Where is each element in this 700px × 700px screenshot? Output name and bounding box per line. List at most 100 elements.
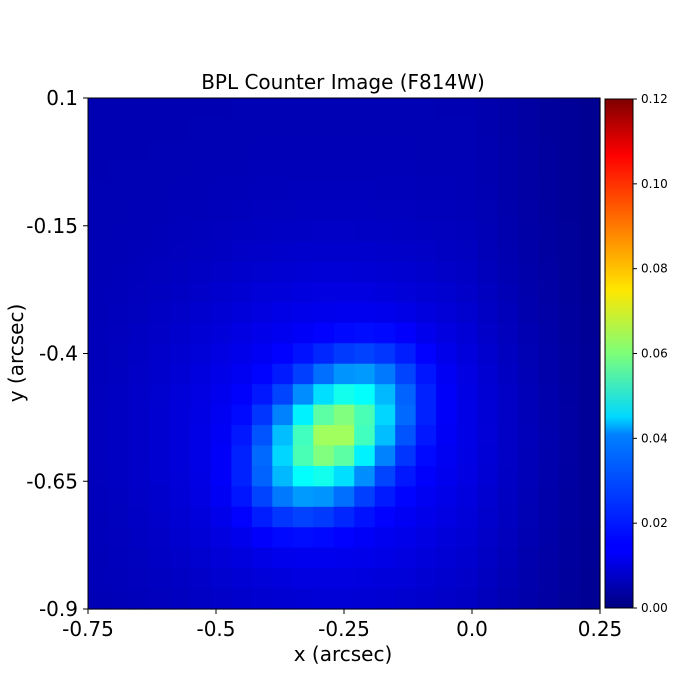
heatmap-cell	[497, 281, 519, 303]
heatmap-cell	[436, 281, 458, 303]
heatmap-cell	[538, 302, 560, 324]
heatmap-cell	[149, 322, 171, 344]
heatmap-cell	[477, 118, 499, 140]
heatmap-cell	[88, 302, 110, 324]
heatmap-cell	[128, 261, 151, 283]
heatmap-cell	[108, 159, 130, 181]
heatmap-cell	[374, 159, 396, 181]
heatmap-cell	[477, 220, 499, 242]
heatmap-cell	[251, 547, 273, 569]
heatmap-cell	[272, 547, 294, 569]
heatmap-cell	[579, 363, 601, 385]
heatmap-cell	[354, 281, 376, 303]
heatmap-cell	[272, 261, 294, 283]
heatmap-cell	[128, 547, 151, 569]
heatmap-cell	[190, 486, 212, 508]
heatmap-cell	[415, 465, 437, 487]
heatmap-cell	[149, 159, 171, 181]
heatmap-cell	[251, 445, 273, 467]
heatmap-cell	[149, 445, 171, 467]
heatmap-cell	[374, 588, 396, 610]
heatmap-cell	[395, 384, 417, 406]
heatmap-cell	[333, 98, 355, 120]
heatmap-cell	[579, 118, 601, 140]
heatmap-cell	[538, 241, 560, 263]
heatmap-cell	[313, 138, 335, 160]
heatmap-cell	[579, 404, 601, 426]
heatmap-cell	[559, 404, 581, 426]
heatmap-cell	[477, 363, 499, 385]
heatmap-cell	[88, 200, 110, 222]
heatmap-cell	[169, 527, 191, 549]
heatmap-cell	[333, 547, 355, 569]
heatmap-cell	[415, 384, 437, 406]
heatmap-cell	[354, 445, 376, 467]
heatmap-cell	[374, 220, 396, 242]
heatmap-cell	[169, 425, 191, 447]
heatmap-cell	[477, 98, 499, 120]
heatmap-cell	[395, 465, 417, 487]
heatmap-cell	[231, 547, 253, 569]
heatmap-cell	[210, 343, 232, 365]
heatmap-cell	[436, 363, 458, 385]
heatmap-cell	[251, 425, 273, 447]
heatmap-cell	[374, 568, 396, 590]
heatmap-cell	[374, 384, 396, 406]
heatmap-cell	[190, 261, 212, 283]
heatmap-cell	[415, 179, 437, 201]
heatmap-cell	[169, 159, 191, 181]
heatmap-cell	[579, 588, 601, 610]
heatmap-cell	[333, 322, 355, 344]
heatmap-cell	[579, 465, 601, 487]
heatmap-cell	[559, 179, 581, 201]
heatmap-cell	[374, 547, 396, 569]
heatmap-cell	[128, 118, 151, 140]
heatmap-cell	[354, 527, 376, 549]
heatmap-cell	[149, 465, 171, 487]
heatmap-cell	[128, 425, 151, 447]
heatmap-cell	[436, 220, 458, 242]
heatmap-cell	[538, 322, 560, 344]
heatmap-cell	[538, 363, 560, 385]
heatmap-cell	[395, 506, 417, 528]
heatmap-cell	[272, 322, 294, 344]
heatmap-cell	[456, 506, 478, 528]
heatmap-cell	[292, 506, 314, 528]
heatmap-cell	[88, 445, 110, 467]
heatmap-cell	[128, 302, 151, 324]
heatmap-cell	[436, 343, 458, 365]
heatmap-cell	[497, 220, 519, 242]
heatmap-cell	[477, 384, 499, 406]
heatmap-cell	[210, 322, 232, 344]
heatmap-cell	[518, 506, 540, 528]
heatmap-cell	[169, 384, 191, 406]
heatmap-cell	[190, 547, 212, 569]
heatmap-cell	[497, 384, 519, 406]
heatmap-cell	[231, 445, 253, 467]
heatmap-cell	[108, 527, 130, 549]
heatmap-cell	[149, 138, 171, 160]
heatmap-cell	[190, 568, 212, 590]
heatmap-cell	[108, 404, 130, 426]
heatmap-cell	[88, 138, 110, 160]
heatmap-cell	[579, 138, 601, 160]
heatmap-cell	[497, 445, 519, 467]
heatmap-cell	[477, 568, 499, 590]
heatmap-cell	[128, 404, 151, 426]
heatmap-cell	[292, 527, 314, 549]
heatmap-cell	[231, 302, 253, 324]
heatmap-cell	[190, 281, 212, 303]
heatmap-cell	[415, 445, 437, 467]
heatmap-cell	[108, 179, 130, 201]
heatmap-cell	[415, 118, 437, 140]
heatmap-cell	[128, 486, 151, 508]
heatmap-cell	[456, 547, 478, 569]
heatmap-cell	[210, 506, 232, 528]
heatmap-cell	[579, 568, 601, 590]
heatmap-cell	[354, 506, 376, 528]
heatmap-cell	[251, 322, 273, 344]
heatmap-cell	[231, 527, 253, 549]
heatmap-cell	[190, 98, 212, 120]
heatmap-cell	[272, 159, 294, 181]
heatmap-cell	[559, 588, 581, 610]
